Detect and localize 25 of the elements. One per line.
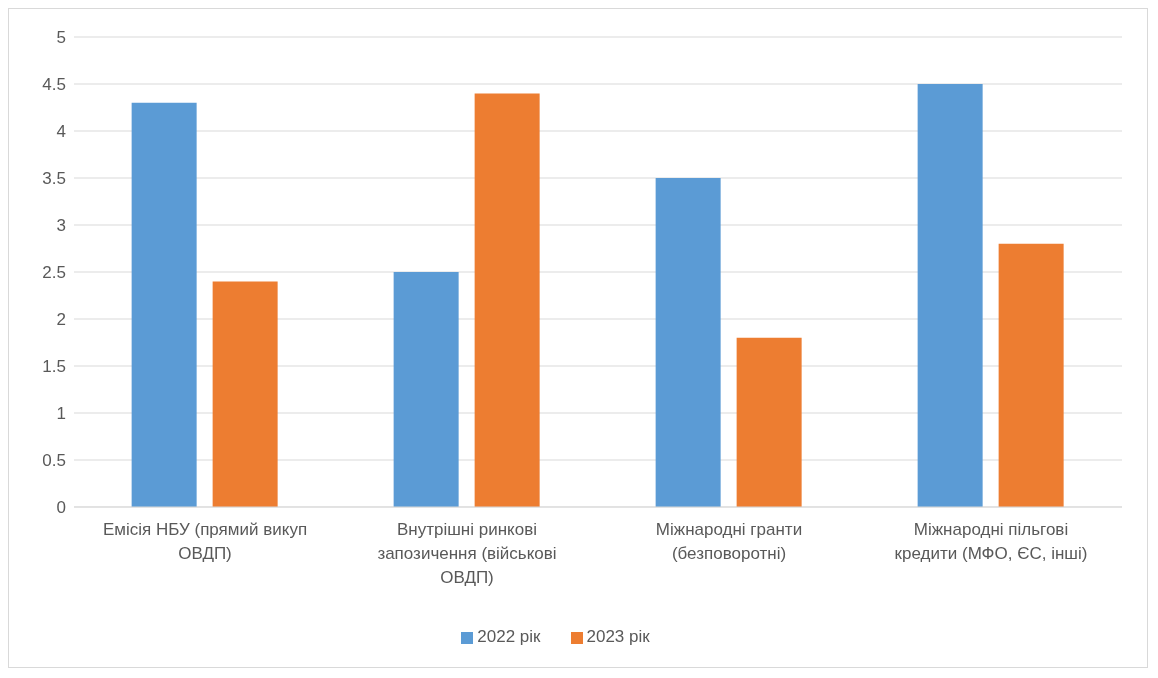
x-tick-label: Міжнародні пільгові кредити (МФО, ЄС, інші) bbox=[894, 520, 1088, 563]
bar bbox=[474, 93, 540, 507]
y-tick-label: 0 bbox=[56, 498, 66, 518]
y-tick-label: 1.5 bbox=[42, 357, 66, 377]
bar bbox=[736, 337, 802, 507]
legend-label: 2022 рік bbox=[477, 627, 541, 646]
bar bbox=[655, 178, 721, 507]
y-tick-label: 3.5 bbox=[42, 169, 66, 189]
bar bbox=[212, 281, 278, 507]
y-tick-label: 1 bbox=[56, 404, 66, 424]
y-tick-label: 4.5 bbox=[42, 75, 66, 95]
y-tick-label: 2 bbox=[56, 310, 66, 330]
legend-label: 2023 рік bbox=[586, 627, 650, 646]
y-tick-label: 4 bbox=[56, 122, 66, 142]
bar bbox=[917, 84, 983, 507]
x-tick-label: Емісія НБУ (прямий викуп ОВДП) bbox=[102, 520, 308, 563]
y-tick-label: 3 bbox=[56, 216, 66, 236]
y-tick-label: 2.5 bbox=[42, 263, 66, 283]
bar bbox=[131, 102, 197, 507]
bar bbox=[998, 243, 1064, 507]
x-tick-label: Міжнародні гранти (безповоротні) bbox=[655, 520, 803, 563]
bar bbox=[393, 272, 459, 507]
y-tick-label: 5 bbox=[56, 28, 66, 48]
y-tick-label: 0.5 bbox=[42, 451, 66, 471]
x-tick-label: Внутрішні ринкові запозичення (військові ОВДП) bbox=[377, 520, 557, 587]
